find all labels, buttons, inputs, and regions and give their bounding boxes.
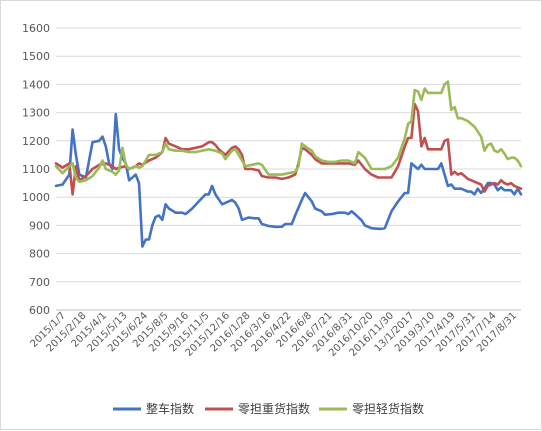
x-tick-labels: 2015/1/72015/2/182015/4/12015/5/132015/6…: [29, 310, 520, 359]
y-tick-label: 1400: [22, 78, 50, 91]
series-line-2: [54, 102, 523, 196]
y-tick-label: 1300: [22, 107, 50, 120]
y-tick-label: 1000: [22, 191, 50, 204]
legend-label-2: 零担重货指数: [238, 401, 310, 416]
y-tick-label: 600: [29, 304, 50, 317]
y-tick-label: 800: [29, 248, 50, 261]
series-line-1: [54, 112, 523, 248]
legend-label-1: 整车指数: [146, 401, 194, 416]
legend: 整车指数 零担重货指数 零担轻货指数: [113, 401, 424, 416]
series-lines: [54, 80, 523, 248]
series-line-3: [54, 80, 523, 183]
gridlines: [56, 27, 521, 311]
y-tick-labels: 600 700 800 900 1000 1100 1200 1300 1400 1500 1600: [22, 22, 50, 317]
legend-label-3: 零担轻货指数: [352, 401, 424, 416]
y-tick-label: 1200: [22, 135, 50, 148]
y-tick-label: 1100: [22, 163, 50, 176]
y-tick-label: 1600: [22, 22, 50, 35]
y-tick-label: 1500: [22, 50, 50, 63]
y-tick-label: 900: [29, 219, 50, 232]
y-tick-label: 700: [29, 276, 50, 289]
